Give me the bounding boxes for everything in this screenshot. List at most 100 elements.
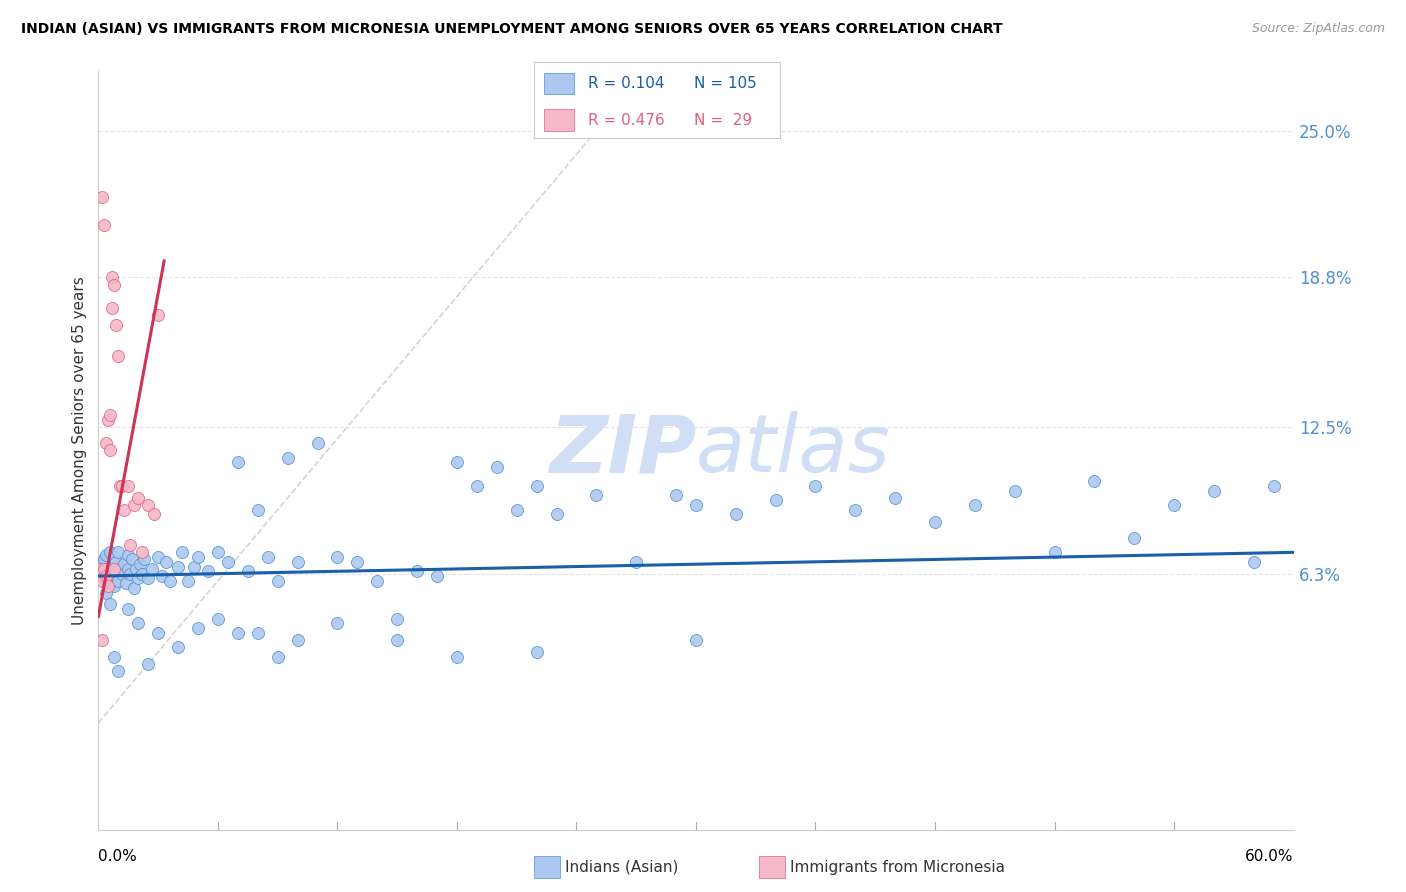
Point <box>98 443 122 458</box>
Point <box>187 550 209 565</box>
Point <box>1263 479 1285 493</box>
Point <box>127 571 149 585</box>
Point <box>105 318 128 332</box>
Point <box>385 633 409 648</box>
Point <box>98 598 122 612</box>
Point <box>1123 531 1146 545</box>
Text: N = 105: N = 105 <box>695 76 756 91</box>
Point <box>97 578 120 592</box>
Text: R = 0.476: R = 0.476 <box>588 112 665 128</box>
Point <box>446 649 468 664</box>
Point <box>101 301 124 316</box>
Point <box>91 574 114 588</box>
Point <box>124 498 146 512</box>
Point <box>155 555 177 569</box>
Point <box>117 548 139 562</box>
Point <box>226 626 249 640</box>
Point <box>97 578 120 592</box>
Point <box>406 564 429 578</box>
Point <box>89 562 111 576</box>
Point <box>107 349 129 363</box>
Point <box>131 566 153 581</box>
FancyBboxPatch shape <box>544 110 574 130</box>
Point <box>120 566 142 581</box>
Point <box>96 562 118 576</box>
Text: ZIP: ZIP <box>548 411 696 490</box>
Point <box>287 555 309 569</box>
Point <box>131 545 153 559</box>
Point <box>136 571 159 585</box>
Point <box>101 559 124 574</box>
Point <box>924 515 946 529</box>
Point <box>93 552 115 566</box>
Point <box>1043 545 1066 559</box>
Point <box>187 621 209 635</box>
Point <box>307 436 329 450</box>
Point <box>136 498 159 512</box>
Point <box>127 491 149 505</box>
Point <box>148 309 170 323</box>
Point <box>963 498 986 512</box>
Point <box>110 562 132 576</box>
Point <box>148 550 170 565</box>
Point <box>159 574 181 588</box>
Point <box>1202 483 1225 498</box>
Point <box>236 564 259 578</box>
Point <box>287 633 309 648</box>
Point <box>96 569 118 583</box>
Point <box>267 649 290 664</box>
Point <box>121 552 143 566</box>
Point <box>125 562 148 576</box>
Point <box>585 488 607 502</box>
Point <box>117 479 139 493</box>
Point <box>207 545 229 559</box>
Text: atlas: atlas <box>696 411 891 490</box>
Point <box>103 277 125 292</box>
Point <box>256 550 278 565</box>
Point <box>1163 498 1185 512</box>
Point <box>136 657 159 671</box>
Point <box>485 460 508 475</box>
Point <box>98 408 122 422</box>
Point <box>96 436 118 450</box>
Point <box>101 569 124 583</box>
Point <box>107 545 129 559</box>
Point <box>112 557 135 572</box>
Point <box>117 562 139 576</box>
Point <box>1004 483 1026 498</box>
Point <box>685 633 707 648</box>
Point <box>765 493 787 508</box>
Point <box>141 562 163 576</box>
Text: 0.0%: 0.0% <box>98 848 138 863</box>
Point <box>724 508 747 522</box>
Text: Immigrants from Micronesia: Immigrants from Micronesia <box>790 860 1005 874</box>
Point <box>804 479 827 493</box>
Point <box>884 491 907 505</box>
Point <box>150 569 173 583</box>
Point <box>91 190 114 204</box>
Point <box>91 557 114 572</box>
Point <box>385 612 409 626</box>
Point <box>1243 555 1265 569</box>
Point <box>183 559 205 574</box>
Point <box>96 585 118 599</box>
Point <box>506 502 529 516</box>
Point <box>101 270 124 285</box>
Point <box>98 545 122 559</box>
Point <box>148 626 170 640</box>
Text: INDIAN (ASIAN) VS IMMIGRANTS FROM MICRONESIA UNEMPLOYMENT AMONG SENIORS OVER 65 : INDIAN (ASIAN) VS IMMIGRANTS FROM MICRON… <box>21 22 1002 37</box>
Y-axis label: Unemployment Among Seniors over 65 years: Unemployment Among Seniors over 65 years <box>72 277 87 624</box>
Point <box>246 626 269 640</box>
Point <box>93 219 115 233</box>
Point <box>665 488 688 502</box>
Point <box>226 455 249 469</box>
Point <box>685 498 707 512</box>
Point <box>105 555 128 569</box>
Text: N =  29: N = 29 <box>695 112 752 128</box>
Point <box>167 640 190 654</box>
Point <box>117 602 139 616</box>
Point <box>626 555 648 569</box>
Point <box>103 578 125 592</box>
Point <box>546 508 568 522</box>
Point <box>172 545 194 559</box>
